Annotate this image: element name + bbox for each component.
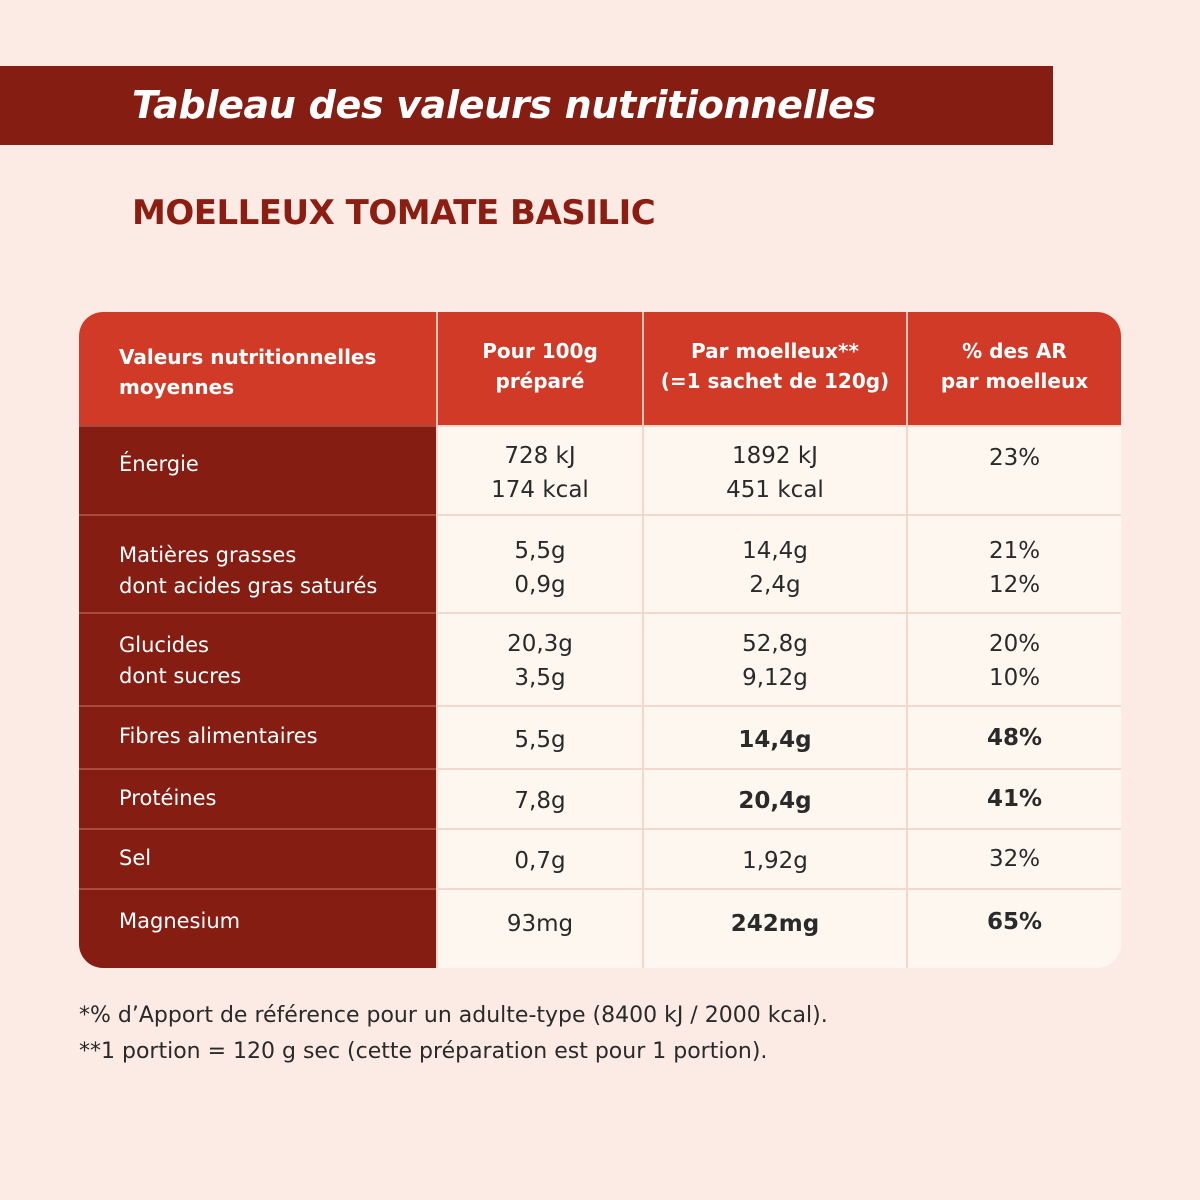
cell-per-portion: 52,8g 9,12g — [642, 612, 907, 706]
title-banner: Tableau des valeurs nutritionnelles — [0, 66, 1053, 145]
cell-per-portion: 14,4g 2,4g — [642, 514, 907, 613]
cell-per-100g: 728 kJ 174 kcal — [436, 425, 643, 515]
cell-per-portion: 20,4g — [642, 768, 907, 829]
cell-per-100g: 20,3g 3,5g — [436, 612, 643, 706]
cell-per-portion: 242mg — [642, 888, 907, 968]
cell-per-100g: 5,5g — [436, 705, 643, 769]
cell-per-portion: 14,4g — [642, 705, 907, 769]
column-header-ar-percent: % des AR par moelleux — [906, 312, 1121, 426]
cell-ar-percent: 32% — [906, 828, 1121, 889]
cell-per-100g: 7,8g — [436, 768, 643, 829]
table-row-carbs: Glucides dont sucres 20,3g 3,5g 52,8g 9,… — [79, 612, 1121, 706]
cell-ar-percent: 48% — [906, 705, 1121, 769]
footnote-ar: *% d’Apport de référence pour un adulte-… — [79, 1003, 828, 1028]
nutrition-table: Valeurs nutritionnelles moyennes Pour 10… — [79, 312, 1121, 968]
row-label: Magnesium — [79, 888, 437, 968]
row-label: Protéines — [79, 768, 437, 829]
table-row-fat: Matières grasses dont acides gras saturé… — [79, 514, 1121, 613]
cell-per-portion: 1,92g — [642, 828, 907, 889]
footnote-portion: **1 portion = 120 g sec (cette préparati… — [79, 1039, 768, 1064]
row-label: Sel — [79, 828, 437, 889]
table-header-row: Valeurs nutritionnelles moyennes Pour 10… — [79, 312, 1121, 426]
table-row-energy: Énergie 728 kJ 174 kcal 1892 kJ 451 kcal… — [79, 425, 1121, 515]
column-header-per-portion: Par moelleux** (=1 sachet de 120g) — [642, 312, 907, 426]
table-row-fiber: Fibres alimentaires 5,5g 14,4g 48% — [79, 705, 1121, 769]
page-title: Tableau des valeurs nutritionnelles — [132, 83, 876, 127]
footnotes: *% d’Apport de référence pour un adulte-… — [79, 998, 828, 1070]
cell-ar-percent: 23% — [906, 425, 1121, 515]
cell-ar-percent: 20% 10% — [906, 612, 1121, 706]
cell-per-100g: 0,7g — [436, 828, 643, 889]
row-label: Glucides dont sucres — [79, 612, 437, 706]
cell-ar-percent: 65% — [906, 888, 1121, 968]
cell-per-portion: 1892 kJ 451 kcal — [642, 425, 907, 515]
column-header-nutrient: Valeurs nutritionnelles moyennes — [79, 312, 437, 426]
table-row-magnesium: Magnesium 93mg 242mg 65% — [79, 888, 1121, 968]
row-label: Matières grasses dont acides gras saturé… — [79, 514, 437, 613]
row-label: Énergie — [79, 425, 437, 515]
cell-per-100g: 93mg — [436, 888, 643, 968]
row-label: Fibres alimentaires — [79, 705, 437, 769]
cell-per-100g: 5,5g 0,9g — [436, 514, 643, 613]
column-header-per-100g: Pour 100g préparé — [436, 312, 643, 426]
table-row-protein: Protéines 7,8g 20,4g 41% — [79, 768, 1121, 829]
cell-ar-percent: 41% — [906, 768, 1121, 829]
product-name: MOELLEUX TOMATE BASILIC — [132, 193, 656, 233]
cell-ar-percent: 21% 12% — [906, 514, 1121, 613]
table-row-salt: Sel 0,7g 1,92g 32% — [79, 828, 1121, 889]
